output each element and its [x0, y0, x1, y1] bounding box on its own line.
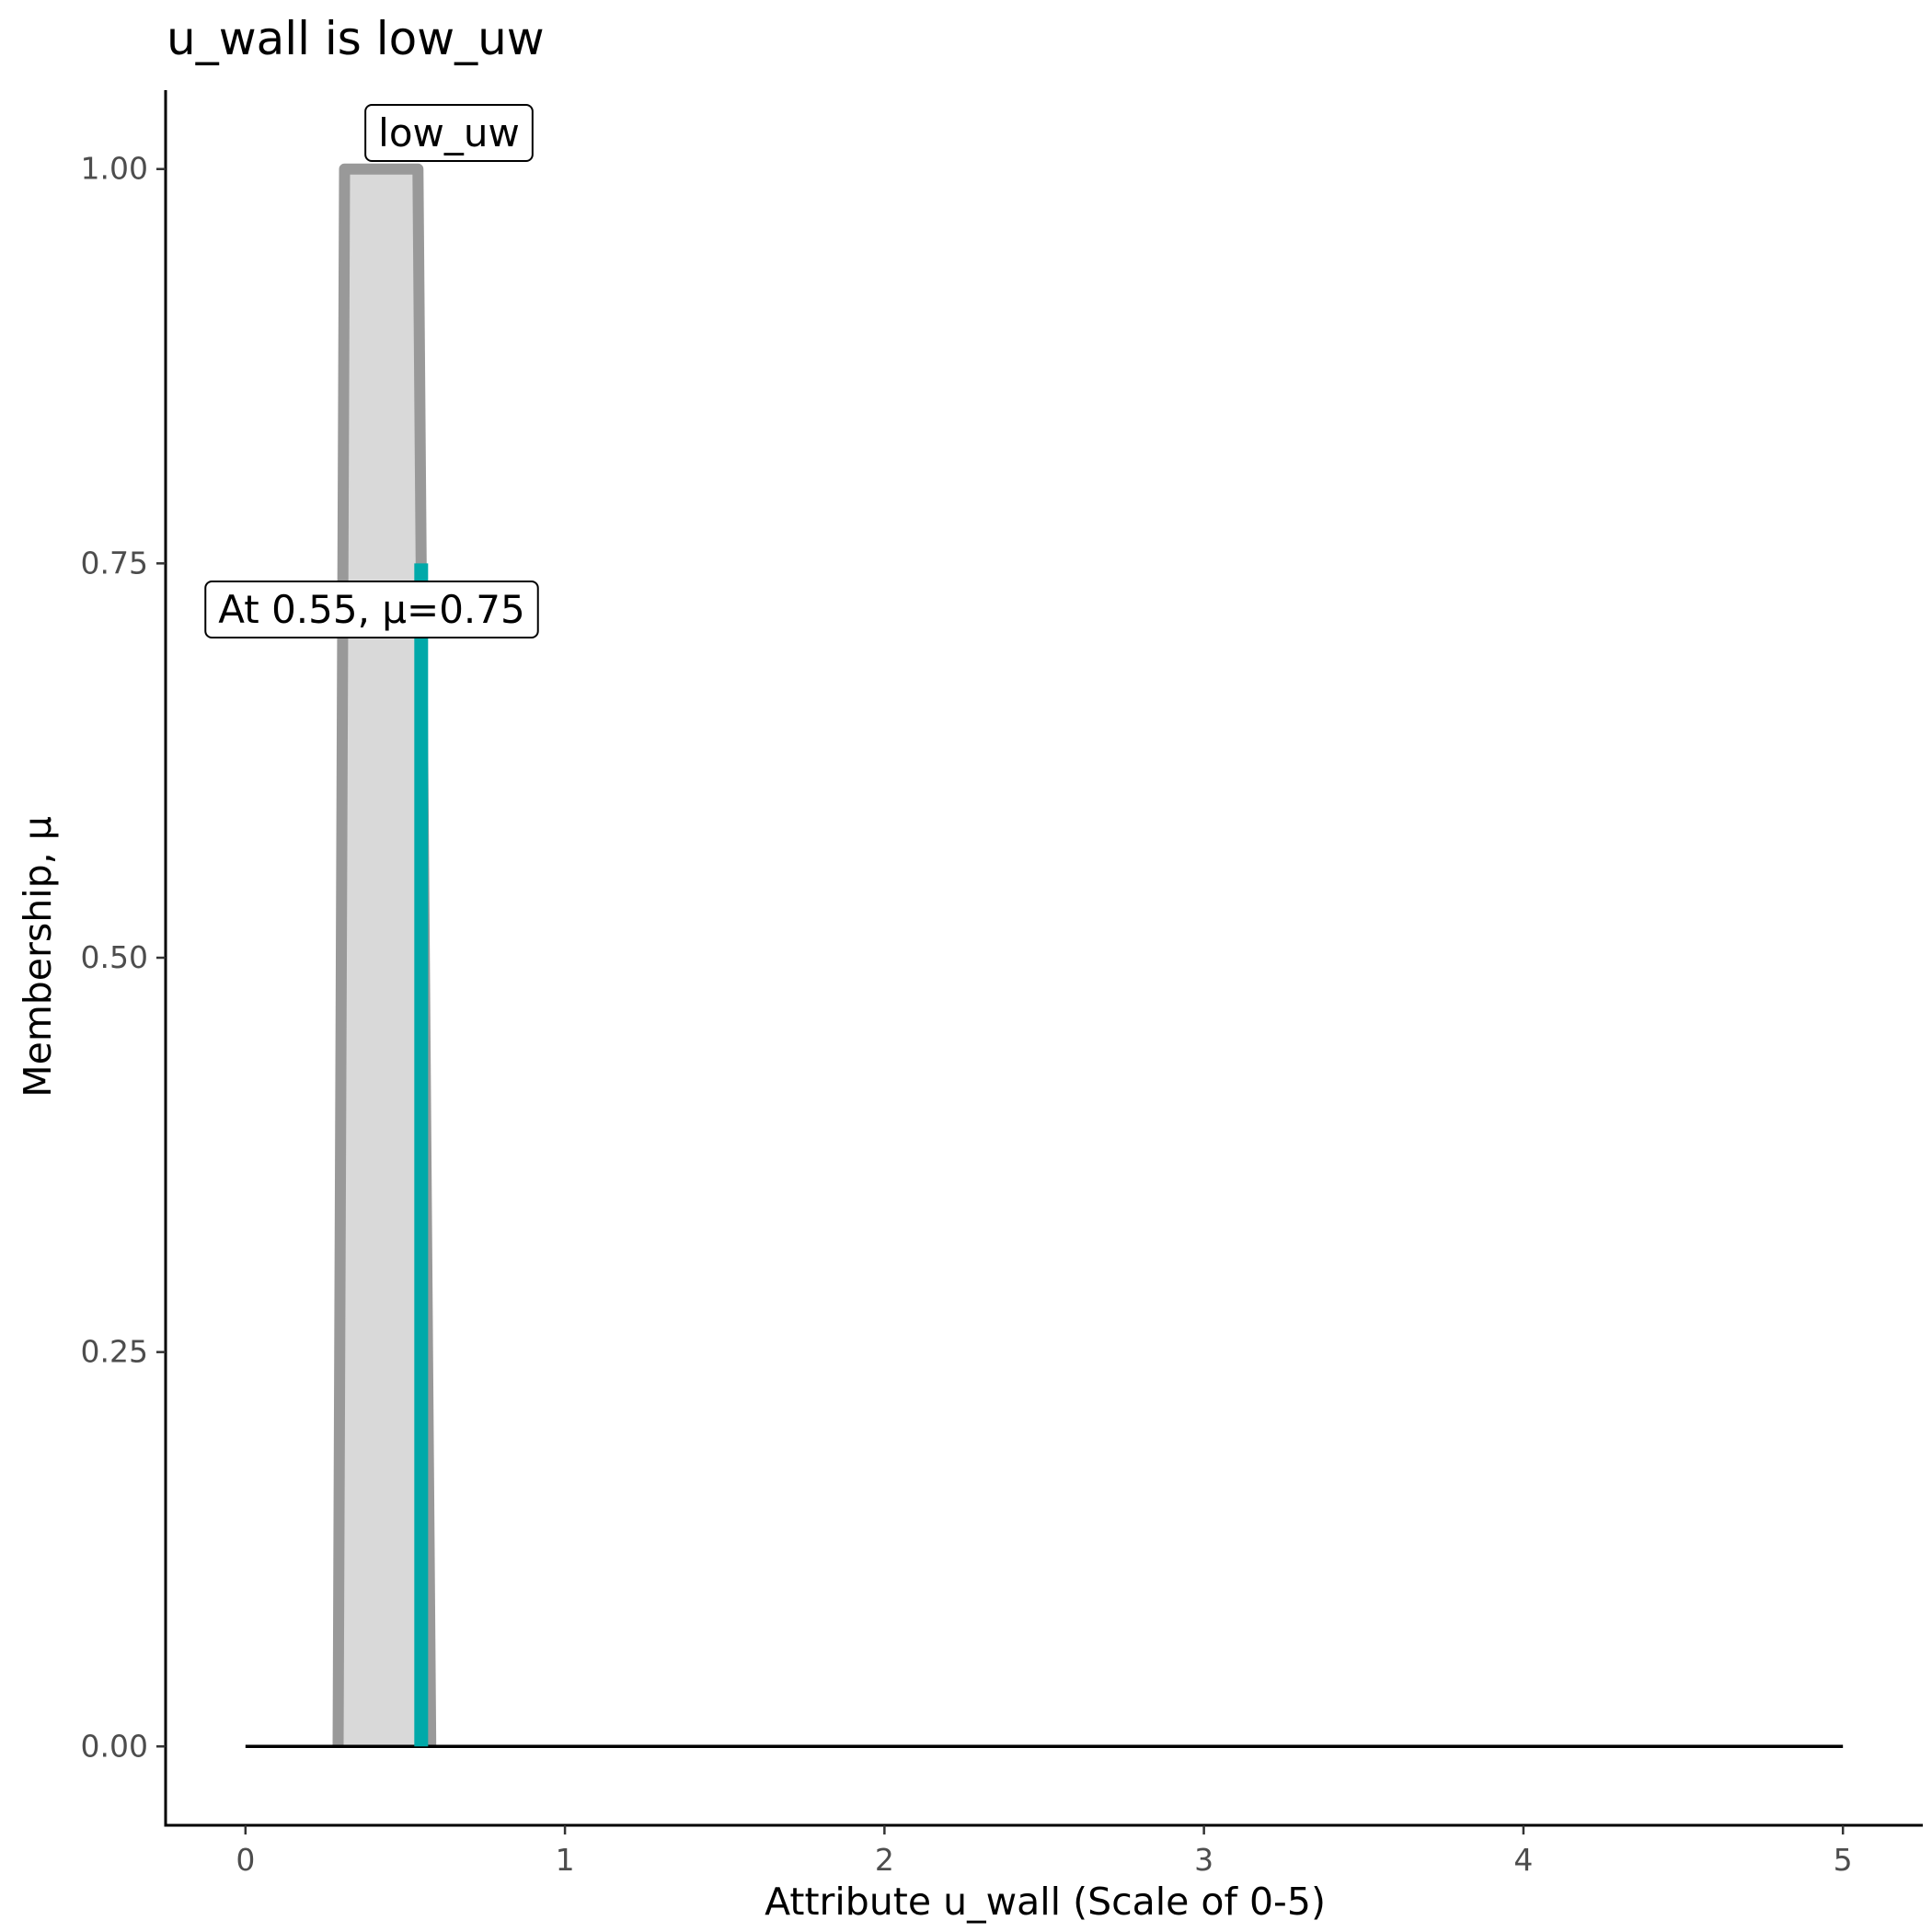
- annotations: low_uw At 0.55, μ=0.75: [204, 104, 539, 638]
- y-axis-title: Membership, μ: [16, 816, 60, 1098]
- x-axis-ticks: 0 1 2 3 4 5: [236, 1825, 1853, 1878]
- y-tick-label: 0.25: [81, 1334, 148, 1370]
- y-tick-label: 0.50: [81, 939, 148, 975]
- y-tick-label: 1.00: [81, 151, 148, 187]
- x-tick-label: 1: [556, 1842, 575, 1878]
- membership-area-low_uw: [338, 168, 431, 1747]
- x-axis-title: Attribute u_wall (Scale of 0-5): [765, 1880, 1326, 1924]
- plot-area: [245, 163, 1844, 1749]
- x-tick-label: 2: [875, 1842, 894, 1878]
- point-value-label-text: At 0.55, μ=0.75: [218, 587, 524, 632]
- point-value-label-box: [204, 581, 539, 638]
- set-name-label: low_uw: [364, 104, 534, 162]
- point-value-label: At 0.55, μ=0.75: [204, 581, 539, 638]
- set-name-label-box: [364, 104, 534, 162]
- set-name-label-text: low_uw: [378, 110, 520, 155]
- x-tick-label: 4: [1513, 1842, 1533, 1878]
- x-tick-label: 5: [1834, 1842, 1853, 1878]
- y-tick-label: 0.00: [81, 1728, 148, 1764]
- y-tick-label: 0.75: [81, 545, 148, 581]
- chart-title: u_wall is low_uw: [167, 12, 545, 65]
- y-axis-ticks: 0.00 0.25 0.50 0.75 1.00: [81, 151, 166, 1764]
- x-tick-label: 3: [1194, 1842, 1213, 1878]
- x-tick-label: 0: [236, 1842, 255, 1878]
